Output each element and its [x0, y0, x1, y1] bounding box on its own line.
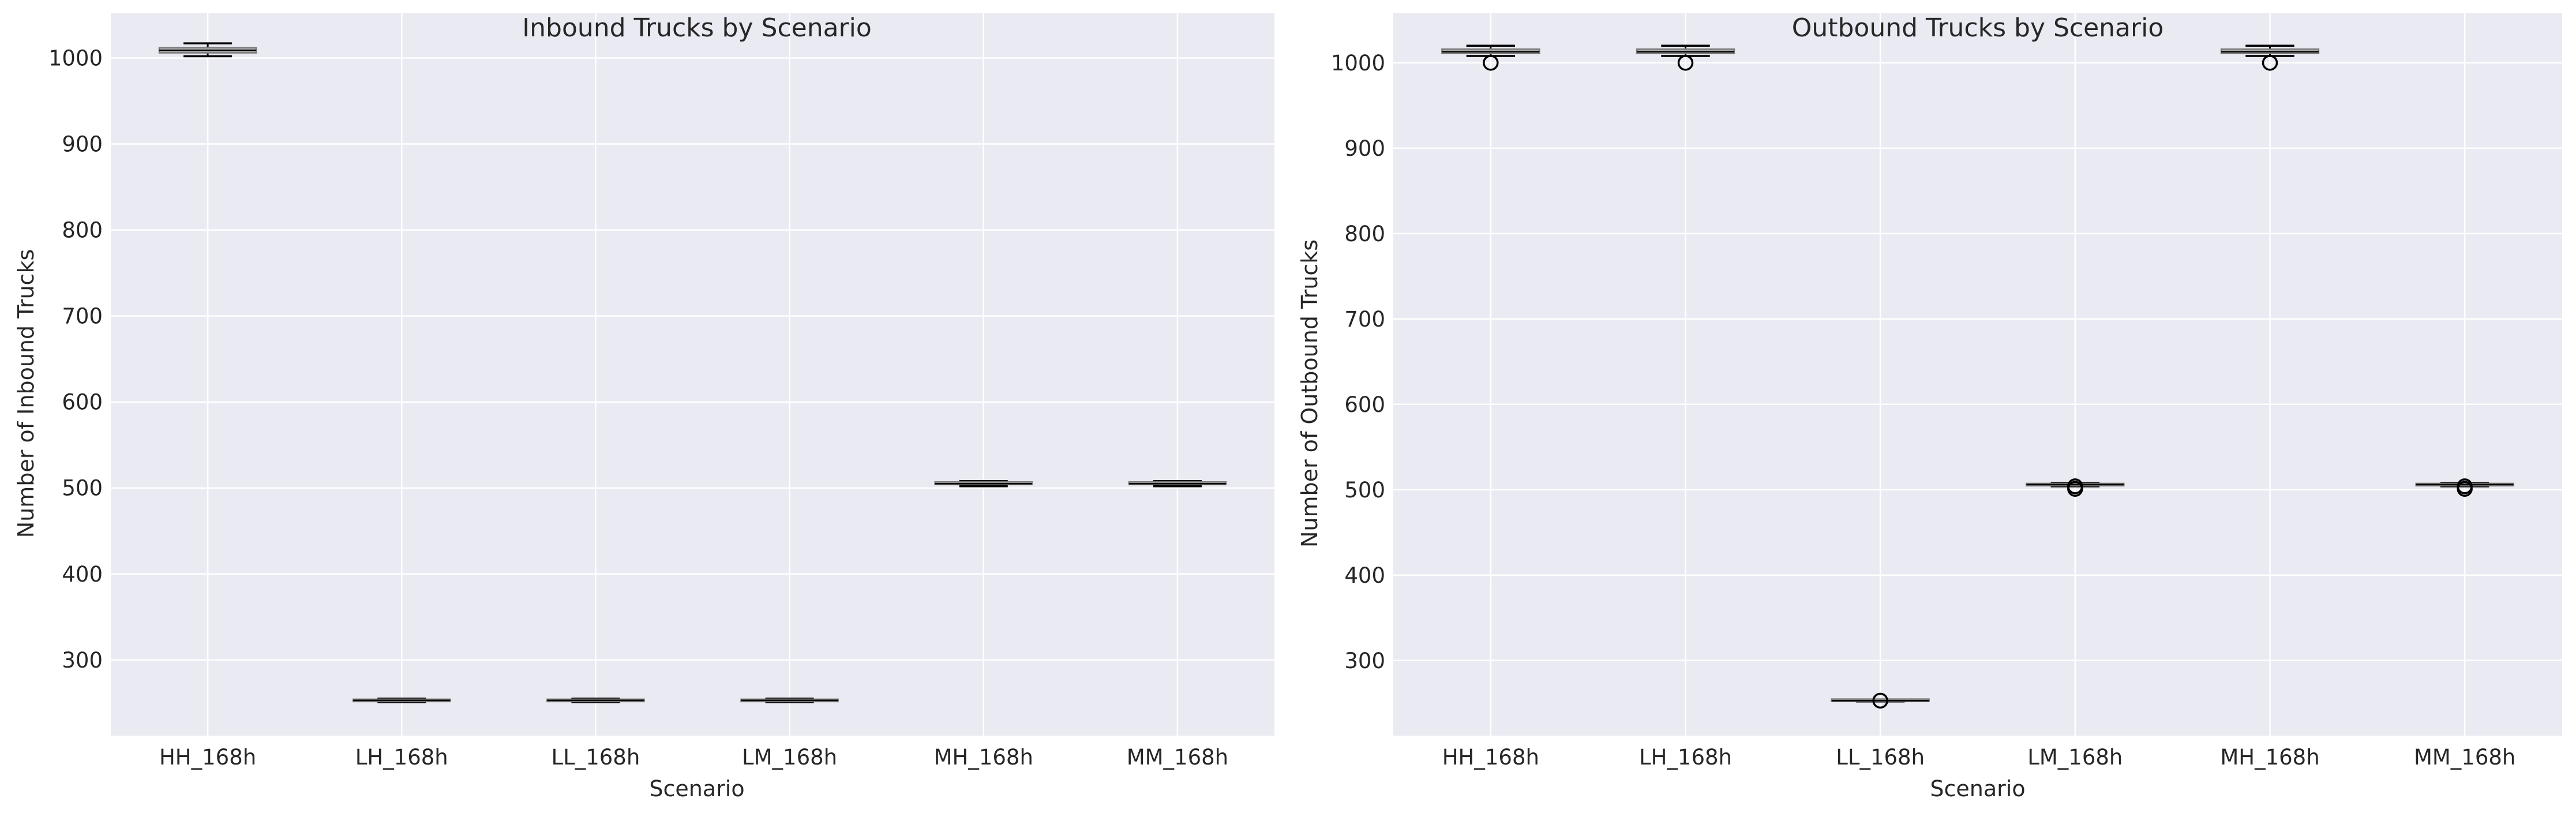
outlier-point: [1483, 55, 1499, 71]
outbound-box-mh-168h: [2220, 44, 2320, 71]
outbound-box-mm-168h: [2415, 478, 2514, 497]
inbound-box-hh-168h: [158, 42, 257, 58]
inbound-y-tick-label: 600: [62, 390, 103, 415]
outbound-y-tick-label: 500: [1344, 478, 1385, 503]
outbound-x-tick-label: MM_168h: [2414, 745, 2515, 770]
inbound-x-tick-label: MM_168h: [1127, 745, 1228, 770]
inbound-chart-title: Inbound Trucks by Scenario: [522, 13, 872, 43]
inbound-x-tick-label: LH_168h: [355, 745, 448, 770]
outbound-plot-layer: 300 400 500 600 700 800 900 1000 HH_168h LH_168h L…: [1331, 13, 2562, 770]
outlier-point: [2262, 55, 2278, 71]
outbound-y-tick-label: 300: [1344, 649, 1385, 673]
outbound-x-tick-label: LH_168h: [1639, 745, 1732, 770]
inbound-box-mh-168h: [934, 480, 1033, 488]
outlier-point: [2067, 478, 2083, 494]
outbound-y-tick-label: 400: [1344, 563, 1385, 588]
inbound-box-mm-168h: [1128, 480, 1227, 488]
inbound-x-tick-label: MH_168h: [934, 745, 1033, 770]
outbound-y-tick-label: 700: [1344, 307, 1385, 332]
outbound-x-tick-label: HH_168h: [1442, 745, 1539, 770]
inbound-box-ll-168h: [546, 698, 645, 703]
outbound-x-tick-label: MH_168h: [2220, 745, 2319, 770]
inbound-y-tick-label: 500: [62, 476, 103, 501]
outlier-point: [2457, 478, 2473, 494]
inbound-y-tick-label: 900: [62, 132, 103, 157]
outbound-y-tick-label: 800: [1344, 222, 1385, 246]
outlier-point: [1677, 55, 1694, 71]
inbound-chart-panel: 300 400 500 600 700 800 900 1000 HH_168h LH_168h L…: [13, 13, 1274, 801]
outbound-box-ll-168h: [1831, 692, 1930, 709]
inbound-x-axis-label: Scenario: [649, 776, 744, 801]
outbound-chart-title: Outbound Trucks by Scenario: [1792, 13, 2164, 43]
outbound-y-axis-label: Number of Outbound Trucks: [1297, 239, 1322, 548]
inbound-x-tick-label: LM_168h: [742, 745, 837, 770]
outbound-x-tick-label: LM_168h: [2027, 745, 2123, 770]
outbound-y-tick-label: 600: [1344, 392, 1385, 417]
inbound-plot-layer: 300 400 500 600 700 800 900 1000 HH_168h LH_168h L…: [48, 13, 1274, 770]
outbound-chart-panel: 300 400 500 600 700 800 900 1000 HH_168h LH_168h L…: [1297, 13, 2562, 801]
outbound-plot-area: [1393, 13, 2562, 736]
outbound-y-tick-label: 1000: [1331, 51, 1385, 76]
inbound-y-tick-label: 300: [62, 648, 103, 673]
inbound-plot-area: [111, 13, 1274, 736]
outbound-box-lm-168h: [2026, 478, 2125, 497]
outbound-x-axis-label: Scenario: [1930, 776, 2025, 801]
outbound-x-tick-label: LL_168h: [1836, 745, 1925, 770]
outlier-point: [1872, 692, 1888, 709]
inbound-y-tick-label: 400: [62, 562, 103, 587]
inbound-y-tick-label: 1000: [48, 46, 103, 71]
inbound-y-axis-label: Number of Inbound Trucks: [13, 249, 39, 538]
outbound-box-lh-168h: [1636, 44, 1735, 71]
inbound-box-lm-168h: [740, 698, 839, 703]
inbound-y-tick-label: 800: [62, 218, 103, 243]
outbound-box-hh-168h: [1441, 44, 1540, 71]
inbound-x-tick-label: LL_168h: [552, 745, 640, 770]
inbound-box-lh-168h: [352, 698, 451, 703]
outbound-y-tick-label: 900: [1344, 136, 1385, 161]
inbound-y-tick-label: 700: [62, 304, 103, 329]
inbound-x-tick-label: HH_168h: [159, 745, 256, 770]
